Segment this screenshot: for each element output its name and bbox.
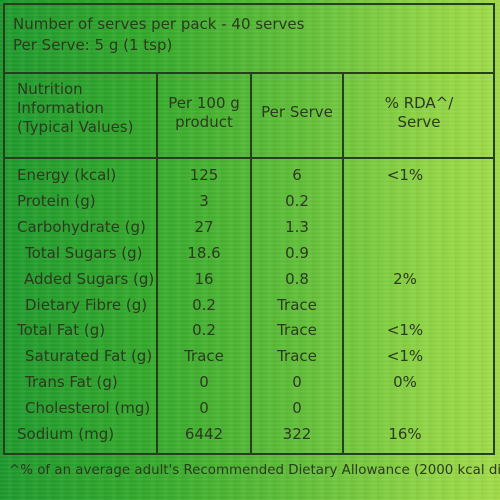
row-label: Total Fat (g) (17, 321, 106, 340)
row-label: Sodium (mg) (17, 425, 115, 443)
row-per-100g: 18.6 (187, 243, 221, 262)
row-per-100g: 125 (189, 166, 219, 184)
header-line: Information (17, 99, 104, 117)
col-divider-1 (156, 72, 158, 453)
row-per-serve: Trace (277, 321, 317, 340)
row-per-serve: Trace (277, 347, 317, 366)
header-line: Per 100 g (168, 94, 240, 112)
row-label: Saturated Fat (g) (25, 347, 153, 366)
row-rda: 16% (388, 425, 422, 443)
row-per-100g: 0 (199, 373, 209, 392)
rda-footnote: ^% of an average adult's Recommended Die… (9, 463, 500, 478)
row-per-serve: 0.2 (285, 191, 309, 210)
row-rda: 0% (393, 373, 417, 392)
header-per-serve: Per Serve (252, 103, 342, 122)
row-per-serve: 6 (292, 166, 302, 184)
row-label: Dietary Fibre (g) (25, 295, 148, 314)
row-per-100g: Trace (184, 347, 224, 366)
row-label: Cholesterol (mg) (25, 399, 151, 418)
serving-info: Number of serves per pack - 40 serves Pe… (5, 5, 493, 73)
header-line: Per Serve (261, 103, 333, 121)
row-label: Protein (g) (17, 191, 96, 210)
col-divider-2 (250, 72, 252, 453)
row-label: Total Sugars (g) (25, 243, 143, 262)
header-line: Serve (397, 113, 441, 131)
row-per-100g: 6442 (184, 425, 224, 443)
row-per-serve: Trace (277, 295, 317, 314)
header-per-100g: Per 100 g product (158, 94, 250, 132)
row-per-serve: 0 (292, 399, 302, 418)
row-per-serve: 0 (292, 373, 302, 392)
serves-per-pack: Number of serves per pack - 40 serves (13, 15, 305, 33)
header-rda: % RDA^/ Serve (344, 94, 494, 132)
row-per-serve: 0.8 (285, 269, 309, 288)
row-per-100g: 16 (194, 269, 214, 288)
header-nutrition-information: Nutrition Information (Typical Values) (17, 80, 133, 137)
row-label: Trans Fat (g) (25, 373, 118, 392)
row-per-100g: 0.2 (192, 321, 216, 340)
rule-below-serving (5, 72, 493, 74)
row-rda: <1% (386, 321, 424, 340)
col-divider-3 (342, 72, 344, 453)
row-per-serve: 0.9 (285, 243, 309, 262)
row-rda: <1% (386, 347, 424, 366)
row-per-serve: 322 (282, 425, 312, 443)
header-line: % RDA^/ (384, 94, 454, 112)
row-rda: <1% (386, 166, 424, 184)
header-line: Nutrition (17, 80, 83, 98)
row-label: Added Sugars (g) (24, 269, 155, 288)
row-per-100g: 27 (194, 217, 214, 236)
row-per-serve: 1.3 (285, 217, 309, 236)
row-per-100g: 0 (199, 399, 209, 418)
row-per-100g: 0.2 (192, 295, 216, 314)
header-line: (Typical Values) (17, 118, 134, 136)
header-line: product (175, 113, 233, 131)
row-label: Carbohydrate (g) (17, 217, 146, 236)
per-serve-size: Per Serve: 5 g (1 tsp) (13, 36, 173, 54)
row-per-100g: 3 (199, 191, 209, 210)
row-rda: 2% (393, 269, 417, 288)
rule-below-headers (5, 157, 493, 159)
row-label: Energy (kcal) (17, 166, 117, 184)
nutrition-panel (3, 3, 495, 455)
